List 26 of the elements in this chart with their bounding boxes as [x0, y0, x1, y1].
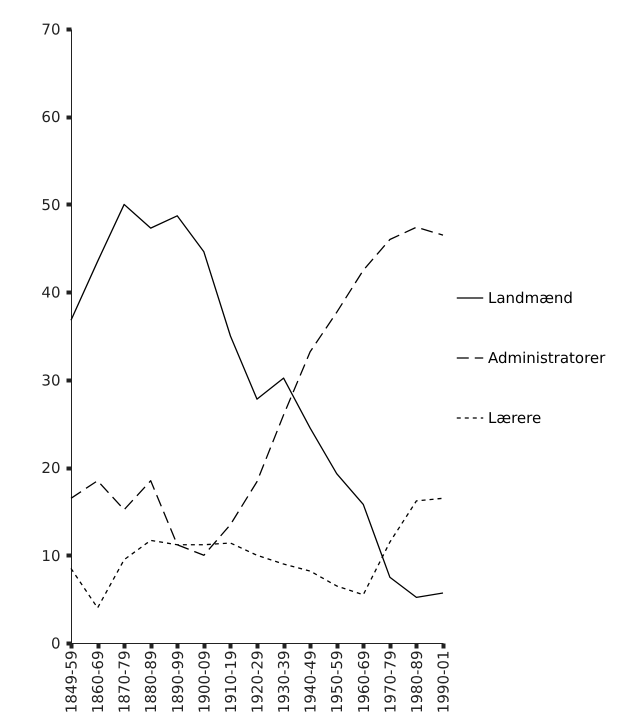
- y-tick-label: 70: [41, 20, 60, 38]
- legend-label: Lærere: [488, 409, 542, 427]
- x-tick-label: 1880-89: [142, 650, 160, 714]
- x-tick-label: 1990-01: [434, 650, 452, 714]
- legend-label: Administratorer: [488, 349, 606, 367]
- x-tick-label: 1970-79: [381, 650, 400, 714]
- x-tick-label: 1910-19: [222, 650, 240, 714]
- y-tick-label: 20: [41, 459, 60, 478]
- y-tick-label: 30: [41, 371, 60, 390]
- y-tick-label: 10: [41, 546, 60, 565]
- y-tick-label: 0: [50, 634, 60, 652]
- x-tick-label: 1870-79: [116, 650, 134, 714]
- x-tick-label: 1980-89: [408, 650, 426, 714]
- x-tick-label: 1920-29: [248, 650, 266, 714]
- x-tick-label: 1960-69: [354, 650, 373, 714]
- y-tick-label: 60: [41, 108, 60, 126]
- x-tick-label: 1860-69: [89, 650, 108, 714]
- x-tick-label: 1930-39: [275, 650, 294, 714]
- x-tick-label: 1849-59: [62, 650, 80, 714]
- legend-label: Landmænd: [488, 289, 573, 307]
- x-tick-label: 1900-09: [195, 650, 214, 714]
- x-tick-label: 1950-59: [328, 650, 346, 714]
- x-tick-label: 1940-49: [302, 650, 320, 714]
- y-tick-label: 40: [41, 284, 60, 302]
- x-tick-label: 1890-99: [168, 650, 187, 714]
- y-tick-label: 50: [41, 196, 60, 214]
